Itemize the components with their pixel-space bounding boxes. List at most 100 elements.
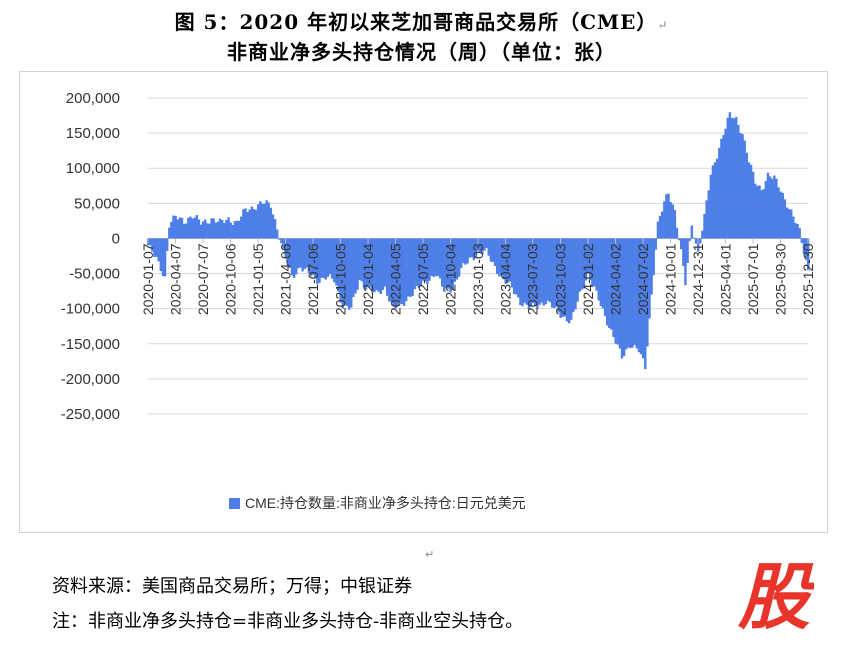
bar xyxy=(197,219,201,239)
bar xyxy=(747,162,751,239)
bar xyxy=(250,206,254,239)
bar xyxy=(330,238,334,279)
bar xyxy=(449,238,452,293)
x-tick-label: 2024-10-01 xyxy=(663,243,679,315)
bar xyxy=(783,199,787,239)
bar xyxy=(381,238,385,290)
bar xyxy=(343,238,347,305)
y-tick-label: 50,000 xyxy=(74,195,120,212)
bar xyxy=(690,225,694,239)
bar xyxy=(658,215,662,239)
bar xyxy=(565,238,569,322)
bar xyxy=(555,238,558,307)
x-tick-label: 2020-07-07 xyxy=(195,243,211,315)
bar xyxy=(548,238,552,303)
bar xyxy=(574,238,577,310)
bar xyxy=(481,238,484,255)
bar xyxy=(339,238,342,303)
bar xyxy=(696,238,700,252)
x-tick-label: 2020-04-07 xyxy=(168,243,184,315)
bar xyxy=(170,221,173,239)
bar xyxy=(485,238,488,249)
bar xyxy=(576,238,579,302)
return-mark: ↵ xyxy=(425,548,435,561)
bar xyxy=(265,200,268,239)
bar xyxy=(149,238,152,246)
bar xyxy=(237,220,241,239)
bar xyxy=(517,238,520,298)
bar xyxy=(252,209,256,239)
bar xyxy=(741,134,744,239)
bar xyxy=(519,238,522,306)
chart-legend: CME:持仓数量:非商业净多头持仓:日元兑美元 xyxy=(229,495,526,511)
bar xyxy=(163,238,167,277)
chart-frame: 200,000 150,000 100,000 50,000 0 -50,000 -100,… xyxy=(19,71,828,533)
bar xyxy=(305,238,309,268)
bar xyxy=(405,238,408,302)
bar xyxy=(699,238,702,244)
bar xyxy=(529,238,533,307)
bar xyxy=(362,238,366,288)
bar xyxy=(153,238,156,257)
bar xyxy=(415,238,419,286)
bar xyxy=(770,178,774,239)
bar xyxy=(504,238,507,284)
bar xyxy=(379,238,383,294)
bar xyxy=(178,217,182,239)
bar xyxy=(601,238,605,309)
bar xyxy=(301,238,304,272)
bar xyxy=(648,238,651,319)
bar xyxy=(500,238,503,276)
bar xyxy=(538,238,541,305)
bar xyxy=(447,238,450,289)
bar xyxy=(650,238,653,295)
bar xyxy=(743,140,746,239)
bar xyxy=(546,238,550,301)
bar xyxy=(240,216,243,239)
bar xyxy=(299,238,302,268)
chart-title-line2: 非商业净多头持仓情况（周）（单位：张） xyxy=(227,40,616,64)
bar xyxy=(773,175,776,239)
bar xyxy=(639,238,643,355)
bar xyxy=(682,238,685,266)
bar xyxy=(316,238,319,285)
bar xyxy=(417,238,421,288)
bar xyxy=(572,238,575,313)
bar xyxy=(718,147,721,239)
bar xyxy=(214,222,218,239)
bar xyxy=(290,238,294,276)
bar xyxy=(593,238,596,287)
y-tick-label: -100,000 xyxy=(61,301,120,318)
bar xyxy=(440,238,444,287)
legend-swatch xyxy=(229,498,240,509)
formula-note: 注：非商业净多头持仓=非商业多头持仓-非商业空头持仓。 xyxy=(52,611,524,632)
bar xyxy=(335,238,338,286)
bar xyxy=(434,238,438,277)
bar xyxy=(159,238,163,272)
x-tick-label: 2022-07-05 xyxy=(415,243,431,315)
bar xyxy=(225,220,228,239)
x-tick-label: 2020-01-07 xyxy=(140,243,156,315)
x-tick-label: 2025-04-01 xyxy=(718,243,734,315)
logo-text: 股 xyxy=(737,556,814,630)
bar xyxy=(428,238,431,281)
bar xyxy=(595,238,598,291)
bar xyxy=(512,238,516,294)
x-tick-label: 2022-04-05 xyxy=(388,243,404,315)
bar xyxy=(151,238,154,252)
bar xyxy=(667,193,670,239)
bar xyxy=(680,238,683,250)
bar xyxy=(259,201,262,239)
bar xyxy=(193,217,196,239)
bar xyxy=(542,238,545,306)
bar xyxy=(168,227,171,239)
bar xyxy=(508,238,512,282)
bar xyxy=(544,238,548,305)
bar xyxy=(677,238,681,241)
y-tick-label: 0 xyxy=(112,230,120,247)
bar xyxy=(675,227,679,239)
bar xyxy=(273,219,277,239)
bar xyxy=(350,238,353,308)
bar xyxy=(468,238,471,258)
bar xyxy=(582,238,586,289)
